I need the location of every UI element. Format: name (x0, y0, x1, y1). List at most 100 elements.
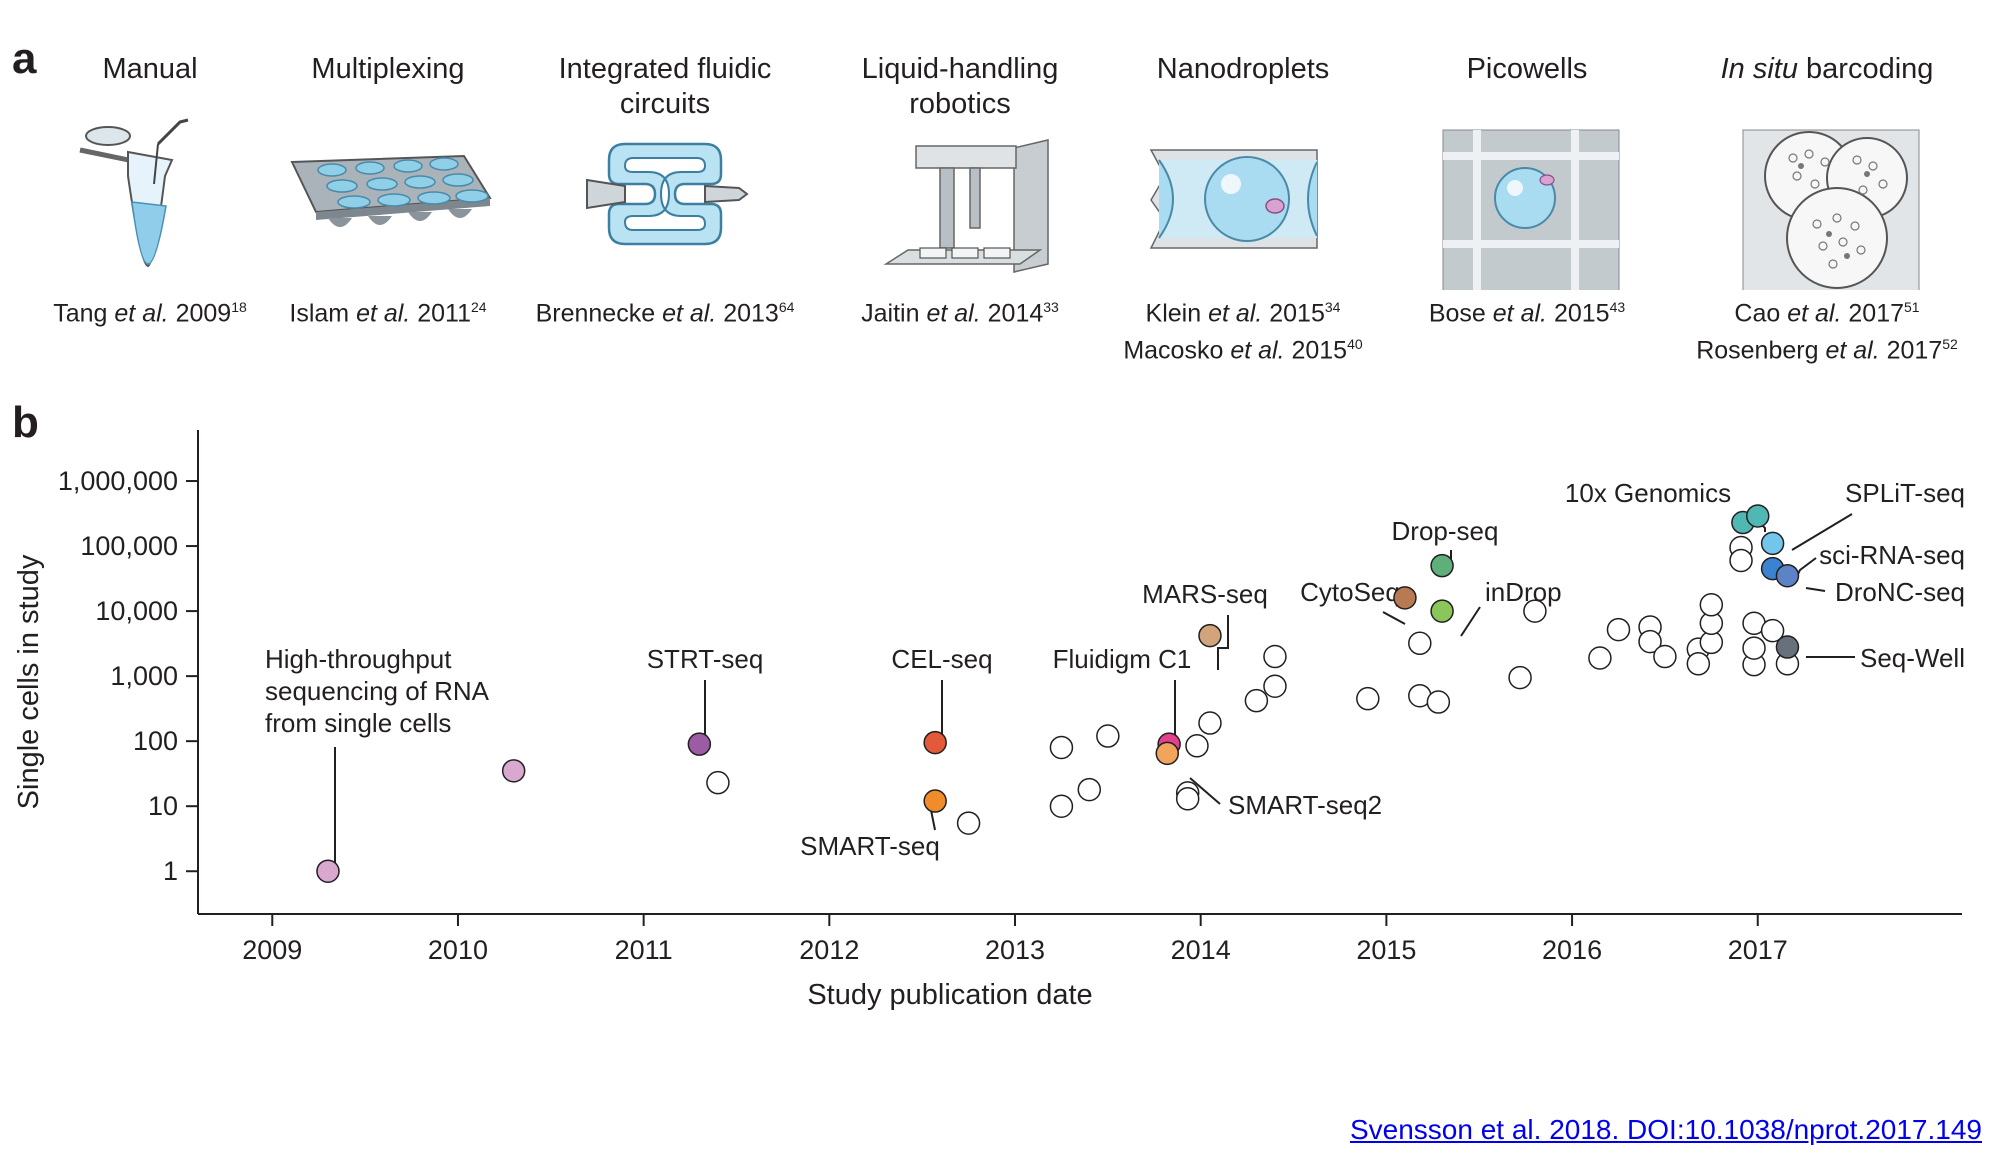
y-tick-label: 100 (133, 726, 178, 756)
y-tick-label: 10 (148, 791, 178, 821)
technique-title: Multiplexing (311, 53, 465, 85)
study-point (1049, 735, 1074, 760)
y-tick-label: 1 (163, 856, 178, 886)
protocol-point-indrop (1430, 599, 1454, 623)
technique-picowells: Picowells Bose et al. 201543 (1397, 52, 1657, 327)
study-point (1426, 690, 1451, 714)
protocol-label: inDrop (1485, 577, 1562, 607)
technique-citation: Islam et al. 201124 (289, 299, 487, 328)
protocol-point-high-throughput-sequencing-of-rna-from-single-cells (316, 859, 340, 883)
technique-citation: Bose et al. 201543 (1428, 299, 1626, 328)
technique-multiplexing: Multiplexing Islam et al. 201124 (258, 52, 518, 327)
technique-citation: Klein et al. 201534 Macosko et al. 20154… (1123, 299, 1363, 365)
x-tick-label: 2011 (615, 935, 673, 965)
protocol-label-line: sequencing of RNA (265, 676, 490, 706)
picowell-array-illustration (1442, 129, 1620, 290)
x-axis-title: Study publication date (807, 979, 1092, 1011)
x-tick-label: 2012 (799, 935, 859, 965)
x-tick-label: 2017 (1728, 935, 1788, 965)
protocol-label: DroNC-seq (1835, 577, 1965, 607)
study-point (1508, 665, 1532, 690)
protocol-point-cytoseq (1393, 586, 1417, 610)
robot-arm-illustration (883, 139, 1049, 273)
leader-line (1382, 611, 1406, 625)
technique-title: In situ barcoding (1720, 53, 1934, 85)
study-point (1185, 734, 1209, 758)
technique-integrated-fluidic-circuits: Integrated fluidic circuits Brennecke et… (535, 52, 795, 327)
fluidic-circuit-illustration (586, 142, 749, 246)
protocol-label: Fluidigm C1 (1053, 644, 1192, 674)
protocol-label: sci-RNA-seq (1819, 540, 1965, 570)
x-tick-label: 2009 (242, 935, 302, 965)
panel-a-letter: a (12, 34, 37, 83)
protocol-point-smart-seq2 (1155, 741, 1180, 766)
study-point (1523, 599, 1547, 623)
study-point (1096, 724, 1120, 748)
study-point (1653, 644, 1677, 669)
technique-title: Manual (102, 53, 198, 85)
study-point (1606, 617, 1631, 642)
panel-b-letter: b (12, 398, 39, 447)
technique-nanodroplets: Nanodroplets Klein et al. 201534 Macosko… (1113, 52, 1373, 365)
x-tick-label: 2013 (985, 935, 1045, 965)
protocol-point (1745, 504, 1770, 528)
protocol-label: SPLiT-seq (1845, 478, 1965, 508)
study-point (706, 770, 730, 795)
study-point (956, 811, 981, 835)
droplet-channel-illustration (1149, 149, 1318, 249)
barcoded-cells-illustration (1742, 129, 1920, 290)
protocol-point-mars-seq (1198, 623, 1222, 648)
study-point (1408, 631, 1432, 656)
study-point (1729, 548, 1753, 573)
x-tick-label: 2014 (1171, 935, 1231, 965)
protocol-label: Drop-seq (1392, 516, 1499, 546)
y-tick-label: 100,000 (80, 531, 178, 561)
technique-manual: Manual Tang et al. 200918 (20, 52, 280, 327)
multiwell-plate-illustration (290, 154, 492, 227)
leader-line (1791, 513, 1853, 551)
protocol-label-line: from single cells (265, 708, 451, 738)
protocol-point-seq-well (1775, 635, 1800, 659)
y-axis-title: Single cells in study (13, 554, 45, 809)
leader-line (1460, 606, 1481, 637)
study-point (1263, 674, 1287, 698)
technique-citation: Jaitin et al. 201433 (861, 299, 1059, 328)
leader-line (1805, 587, 1826, 592)
study-point (1686, 652, 1711, 676)
protocol-point-dronc-seq (1775, 563, 1800, 588)
protocol-point-drop-seq (1430, 553, 1454, 578)
study-point (1356, 686, 1380, 711)
study-point (1263, 644, 1287, 669)
protocol-point (501, 759, 526, 783)
protocol-point-smart-seq (923, 789, 947, 813)
study-point (1049, 794, 1074, 818)
technique-liquid-handling-robotics: Liquid-handling robotics Jaitin et al. 2… (830, 52, 1090, 327)
study-point (1638, 629, 1662, 654)
protocol-label: SMART-seq2 (1228, 790, 1382, 820)
study-point (1077, 777, 1102, 802)
x-tick-label: 2016 (1542, 935, 1602, 965)
study-point (1198, 711, 1222, 735)
technique-title: Picowells (1466, 53, 1588, 85)
technique-title: Liquid-handling robotics (861, 53, 1059, 120)
technique-citation: Cao et al. 201751 Rosenberg et al. 20175… (1696, 299, 1958, 365)
x-tick-label: 2010 (428, 935, 488, 965)
x-tick-label: 2015 (1356, 935, 1416, 965)
leader-line (1189, 777, 1221, 805)
technique-in-situ-barcoding: In situ barcoding Cao et al. 201751 Rose… (1696, 52, 1958, 365)
protocol-label: CEL-seq (891, 644, 992, 674)
study-point (1742, 636, 1766, 660)
protocol-label: Seq-Well (1860, 643, 1965, 673)
protocol-label: SMART-seq (800, 831, 940, 861)
study-point (1588, 646, 1612, 670)
study-point (1175, 787, 1200, 811)
study-point (1760, 618, 1785, 643)
microtube-pipette-illustration (79, 118, 189, 268)
source-citation-link[interactable]: Svensson et al. 2018. DOI:10.1038/nprot.… (1349, 1114, 1982, 1145)
protocol-label-line: High-throughput (265, 644, 452, 674)
cells-per-study-scatter-chart: 1 10 100 1,000 10,000 100,000 1,000,000 2009 201… (13, 430, 1965, 1011)
technique-citation: Brennecke et al. 201364 (535, 299, 795, 328)
y-tick-label: 1,000,000 (58, 466, 178, 496)
study-point (1244, 688, 1269, 713)
technique-title: Nanodroplets (1156, 53, 1330, 85)
